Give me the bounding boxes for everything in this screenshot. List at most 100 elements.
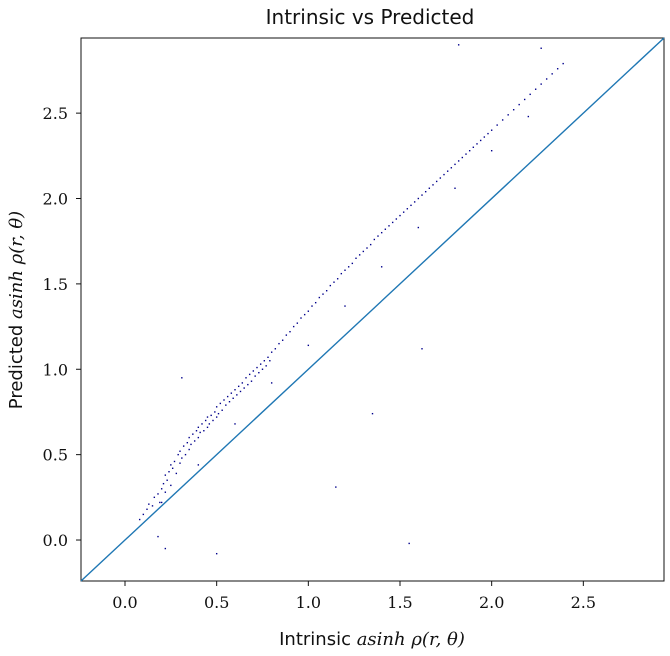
scatter-point xyxy=(336,278,339,280)
scatter-point xyxy=(380,266,383,268)
scatter-point xyxy=(380,231,383,234)
y-axis-label-prefix: Predicted xyxy=(6,319,27,409)
scatter-point xyxy=(237,385,240,388)
scatter-point xyxy=(269,360,271,362)
x-tick-label: 2.5 xyxy=(571,593,596,612)
scatter-point xyxy=(252,370,255,372)
scatter-point xyxy=(212,419,214,422)
scatter-point xyxy=(344,269,346,271)
scatter-point xyxy=(208,423,211,425)
scatter-point xyxy=(421,348,423,350)
y-tick-label: 1.5 xyxy=(43,275,68,294)
plot-frame xyxy=(80,37,665,582)
scatter-point xyxy=(217,412,220,415)
identity-line xyxy=(80,37,665,582)
scatter-point xyxy=(454,163,456,166)
scatter-point xyxy=(318,296,321,299)
scatter-point xyxy=(179,462,181,464)
scatter-point xyxy=(166,479,168,481)
scatter-point xyxy=(384,228,387,230)
scatter-point xyxy=(184,453,187,456)
scatter-point xyxy=(170,464,172,466)
scatter-point xyxy=(148,503,150,505)
scatter-point xyxy=(177,453,179,456)
scatter-point xyxy=(226,395,229,398)
chart-title: Intrinsic vs Predicted xyxy=(266,5,475,29)
scatter-point xyxy=(175,472,178,475)
scatter-point xyxy=(215,406,218,408)
scatter-point xyxy=(402,211,405,213)
scatter-point xyxy=(164,547,167,550)
x-tick-label: 2.0 xyxy=(479,593,504,612)
scatter-point xyxy=(490,129,493,131)
scatter-point xyxy=(457,44,460,46)
scatter-point xyxy=(545,78,548,80)
scatter-point xyxy=(259,363,262,365)
scatter-point xyxy=(225,404,227,406)
scatter-point xyxy=(265,365,267,367)
scatter-point xyxy=(206,426,209,429)
scatter-point xyxy=(296,322,299,324)
scatter-point xyxy=(256,366,258,369)
scatter-point xyxy=(371,412,374,415)
scatter-point xyxy=(234,423,236,425)
scatter-point xyxy=(457,160,460,162)
scatter-point xyxy=(311,305,313,307)
scatter-point xyxy=(270,382,273,384)
scatter-point xyxy=(162,482,165,485)
plot-area xyxy=(80,37,665,582)
scatter-point xyxy=(241,382,244,384)
scatter-point xyxy=(210,414,212,417)
scatter-point xyxy=(523,98,526,101)
scatter-point xyxy=(190,443,192,446)
x-tick-label: 0.5 xyxy=(204,593,229,612)
scatter-point xyxy=(479,139,482,142)
scatter-point xyxy=(188,436,190,439)
y-tick-label: 0.0 xyxy=(43,531,68,550)
scatter-point xyxy=(507,114,509,116)
scatter-point xyxy=(527,115,530,118)
scatter-point xyxy=(164,474,167,476)
scatter-point xyxy=(173,460,176,463)
scatter-point xyxy=(219,402,222,405)
y-axis-ticks: 0.0 0.5 1.0 1.5 2.0 2.5 xyxy=(43,104,81,550)
scatter-point xyxy=(267,356,269,359)
scatter-point xyxy=(476,143,478,145)
scatter-point xyxy=(490,150,493,152)
x-tick-label: 1.5 xyxy=(387,593,412,612)
scatter-points xyxy=(138,44,564,555)
y-axis-label-math: asinh ρ(r, θ) xyxy=(6,211,27,319)
scatter-point xyxy=(335,486,337,488)
x-tick-label: 1.0 xyxy=(296,593,321,612)
scatter-point xyxy=(483,136,486,138)
scatter-point xyxy=(303,313,306,316)
scatter-point xyxy=(562,62,564,65)
scatter-point xyxy=(248,373,251,376)
y-tick-label: 2.5 xyxy=(43,104,68,123)
y-axis-label: Predicted asinh ρ(r, θ) xyxy=(6,211,27,409)
scatter-point xyxy=(157,535,159,538)
scatter-point xyxy=(443,173,445,176)
scatter-point xyxy=(424,190,427,193)
scatter-point xyxy=(203,430,205,432)
scatter-point xyxy=(250,380,253,382)
scatter-point xyxy=(347,266,350,268)
scatter-point xyxy=(171,467,174,469)
scatter-point xyxy=(468,150,471,152)
scatter-point xyxy=(214,411,216,413)
scatter-point xyxy=(307,310,310,312)
scatter-point xyxy=(138,518,141,521)
scatter-point xyxy=(344,305,346,307)
scatter-point xyxy=(432,184,434,186)
scatter-point xyxy=(446,170,449,172)
scatter-point xyxy=(289,331,291,333)
scatter-point xyxy=(421,194,423,196)
scatter-point xyxy=(159,501,161,504)
scatter-point xyxy=(300,317,302,319)
scatter-point xyxy=(157,493,159,495)
scatter-point xyxy=(399,214,401,217)
scatter-point xyxy=(160,488,163,490)
scatter-point xyxy=(179,450,181,452)
scatter-point xyxy=(551,73,553,75)
